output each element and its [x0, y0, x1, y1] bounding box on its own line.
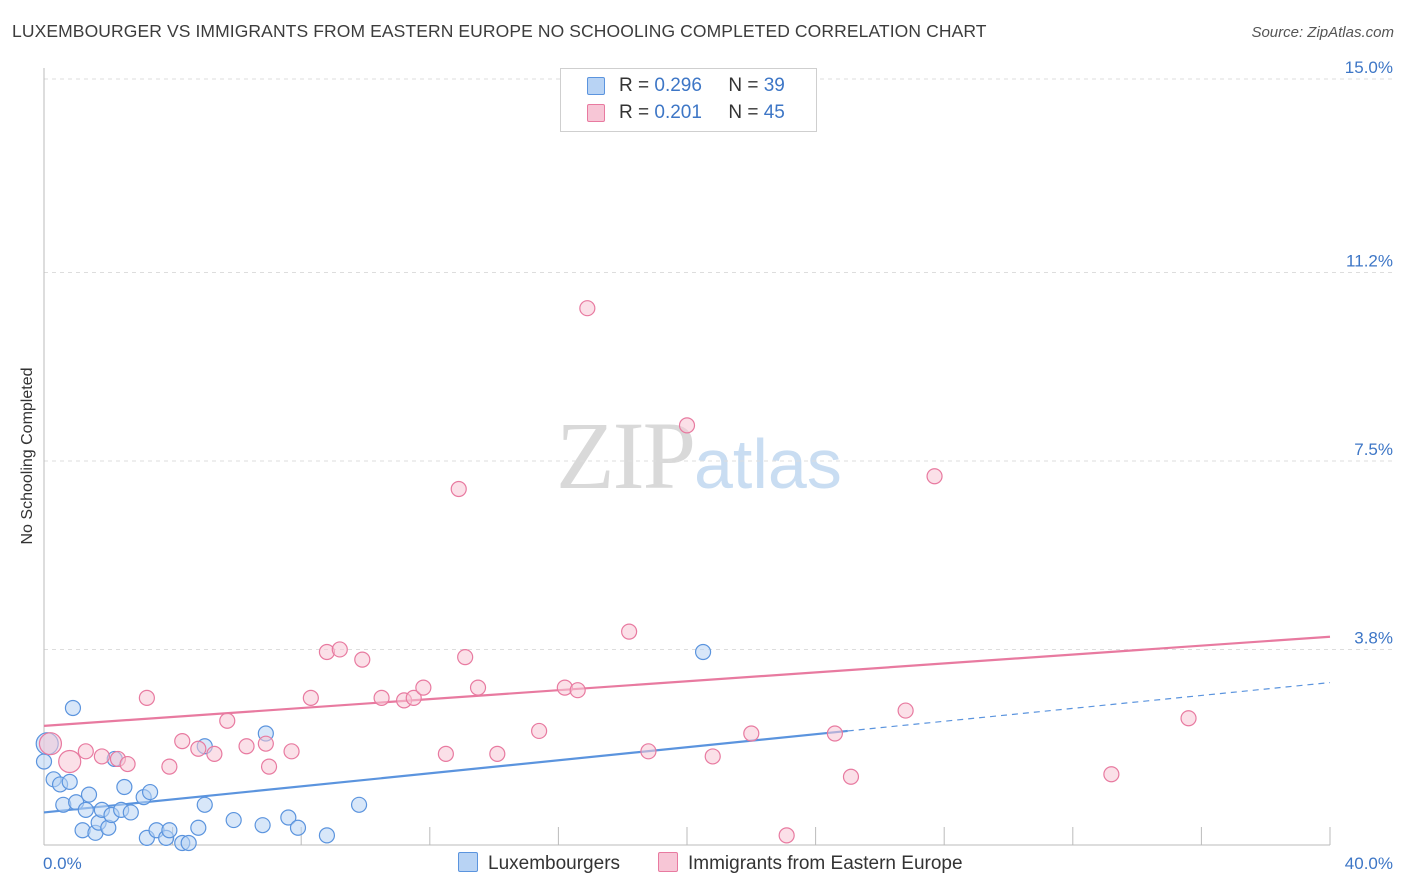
tick-labels: 3.8% 7.5% 11.2% 15.0% 0.0% 40.0%	[43, 58, 1393, 873]
luxembourgers-point	[225, 811, 242, 829]
eastern-europe-point	[621, 623, 638, 640]
eastern-europe-point	[743, 725, 760, 742]
bottom-legend-label: Immigrants from Eastern Europe	[688, 853, 963, 874]
luxembourgers-point	[64, 699, 82, 717]
legend-n-value: 45	[763, 102, 785, 123]
bottom-legend-swatch-blue	[458, 852, 478, 872]
x-tick-label: 40.0%	[1345, 854, 1393, 873]
watermark-zip: ZIP	[556, 402, 696, 509]
data-points	[35, 300, 1197, 852]
eastern-europe-point	[219, 712, 236, 729]
eastern-europe-point	[58, 749, 82, 774]
eastern-europe-point	[437, 745, 454, 762]
eastern-europe-point	[93, 748, 110, 765]
luxembourgers-point	[141, 783, 159, 801]
eastern-europe-point	[405, 689, 422, 706]
luxembourgers-point	[280, 809, 297, 826]
luxembourgers-point	[196, 796, 213, 813]
source-credit: Source: ZipAtlas.com	[1251, 24, 1394, 41]
eastern-europe-point	[257, 735, 274, 752]
bottom-legend-eastern-europe: Immigrants from Eastern Europe	[658, 852, 963, 875]
bottom-legend-swatch-pink	[658, 852, 678, 872]
eastern-europe-point	[415, 679, 432, 696]
eastern-europe-point	[161, 758, 178, 775]
eastern-europe-point	[238, 738, 255, 755]
eastern-europe-point	[678, 417, 696, 434]
luxembourgers-point	[190, 819, 207, 836]
legend-n-label: N =	[728, 102, 759, 123]
eastern-europe-trend-line	[43, 635, 1331, 727]
legend-n-value: 39	[763, 75, 785, 96]
luxembourgers-point	[61, 773, 78, 790]
stats-legend: R = 0.296 N = 39 R = 0.201 N = 45	[560, 68, 817, 132]
y-tick-label: 15.0%	[1345, 58, 1393, 77]
grid-lines	[44, 78, 1392, 650]
luxembourgers-point	[694, 643, 712, 661]
y-tick-label: 3.8%	[1354, 628, 1393, 647]
eastern-europe-point	[302, 689, 319, 706]
eastern-europe-point	[373, 689, 390, 706]
luxembourgers-point	[77, 801, 94, 818]
eastern-europe-point	[926, 468, 943, 485]
legend-n-label: N =	[728, 75, 759, 96]
luxembourgers-point	[180, 834, 197, 852]
eastern-europe-point	[778, 827, 795, 844]
legend-swatch-pink	[587, 104, 605, 122]
watermark-atlas: atlas	[694, 425, 842, 503]
bottom-legend-luxembourgers: Luxembourgers	[458, 852, 620, 875]
eastern-europe-point	[469, 679, 487, 696]
luxembourgers-point	[80, 786, 98, 803]
luxembourgers-point	[122, 804, 139, 821]
eastern-europe-point	[206, 745, 223, 762]
eastern-europe-point	[119, 755, 136, 773]
luxembourgers-point	[35, 753, 53, 770]
legend-r-value: 0.296	[654, 75, 702, 96]
legend-r-value: 0.201	[654, 102, 702, 123]
luxembourgers-point	[116, 778, 133, 796]
eastern-europe-point	[174, 733, 191, 750]
eastern-europe-point	[1180, 710, 1197, 727]
legend-swatch-blue	[587, 77, 605, 95]
eastern-europe-point	[826, 725, 843, 742]
eastern-europe-point	[704, 748, 721, 765]
eastern-europe-point	[640, 743, 657, 760]
zipatlas-watermark: ZIPatlas	[556, 400, 842, 511]
eastern-europe-point	[579, 300, 596, 317]
eastern-europe-point	[38, 732, 63, 756]
luxembourgers-point	[161, 822, 178, 839]
eastern-europe-point	[457, 648, 474, 666]
eastern-europe-point	[138, 689, 155, 706]
eastern-europe-point	[842, 768, 860, 785]
eastern-europe-point	[354, 651, 371, 668]
luxembourgers-point	[318, 827, 336, 844]
eastern-europe-point	[531, 722, 548, 740]
eastern-europe-point	[77, 743, 94, 760]
luxembourgers-point	[254, 817, 271, 834]
luxembourgers-point	[289, 819, 307, 836]
eastern-europe-point	[450, 480, 467, 498]
bottom-legend-label: Luxembourgers	[488, 853, 621, 874]
eastern-europe-point	[1103, 766, 1120, 783]
legend-r-label: R =	[619, 75, 650, 96]
eastern-europe-point	[260, 758, 278, 775]
trend-lines	[43, 635, 1331, 814]
eastern-europe-point	[897, 702, 914, 719]
luxembourgers-trend-extension	[847, 681, 1331, 732]
y-tick-label: 11.2%	[1346, 252, 1393, 271]
luxembourgers-point	[350, 796, 368, 813]
legend-r-label: R =	[619, 102, 650, 123]
x-tick-label: 0.0%	[43, 854, 82, 873]
y-tick-label: 7.5%	[1354, 440, 1393, 459]
axes	[43, 68, 1331, 846]
luxembourgers-trend-line	[43, 729, 848, 814]
eastern-europe-point	[569, 682, 586, 699]
eastern-europe-point	[489, 745, 506, 762]
eastern-europe-point	[283, 743, 300, 760]
eastern-europe-point	[190, 740, 207, 757]
eastern-europe-point	[331, 641, 348, 658]
chart-title: LUXEMBOURGER VS IMMIGRANTS FROM EASTERN …	[12, 21, 987, 41]
